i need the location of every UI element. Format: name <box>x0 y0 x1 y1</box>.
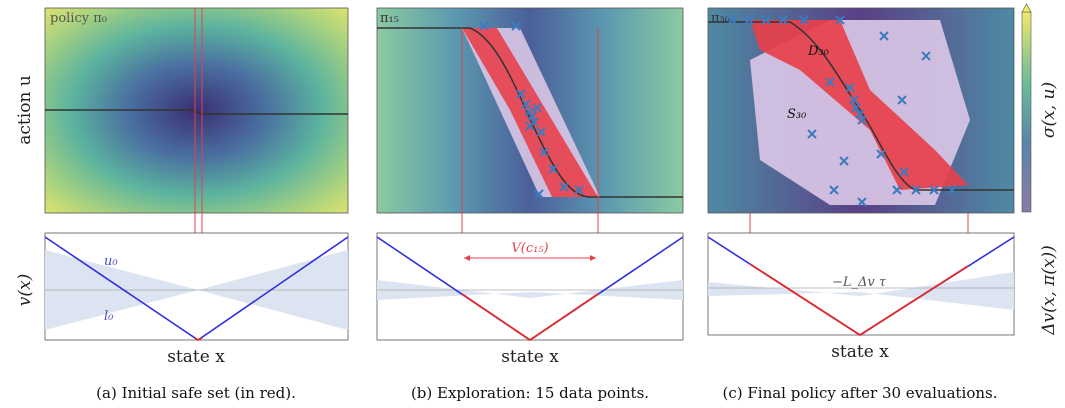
arrowhead-right-b <box>590 255 596 261</box>
panel-a: policy π₀ u₀ l₀ state x (a) Initial safe… <box>44 7 349 402</box>
panel-c: π₃₀ D₃₀ S₃₀ <box>707 7 1015 402</box>
colorbar-label: σ(x, u) <box>1039 82 1059 138</box>
policy-line-c <box>708 21 1014 191</box>
lyapunov-safe-b <box>461 293 599 342</box>
point <box>899 167 909 177</box>
lower-bound-label: l₀ <box>104 309 114 324</box>
upper-bound-label: u₀ <box>104 254 118 269</box>
right-axis-title-bottom: Δv(x, π(x)) <box>1039 245 1059 336</box>
threshold-label-c: −L_Δv τ <box>832 275 887 290</box>
point <box>879 31 889 41</box>
point <box>574 185 584 195</box>
point <box>849 95 859 105</box>
point <box>892 185 902 195</box>
point <box>511 21 521 31</box>
x-axis-title-c: state x <box>831 342 889 362</box>
point <box>897 95 907 105</box>
lyapunov-safe-c <box>749 263 969 337</box>
lyapunov-safe-a <box>194 337 203 342</box>
uncertainty-band-c <box>708 272 1014 310</box>
point <box>548 164 558 174</box>
point <box>829 185 839 195</box>
caption-a: (a) Initial safe set (in red). <box>96 384 296 402</box>
policy-line-a <box>45 109 348 115</box>
point <box>527 111 537 121</box>
point <box>536 127 546 137</box>
point <box>521 99 531 109</box>
point <box>799 15 809 25</box>
caption-b: (b) Exploration: 15 data points. <box>411 384 649 402</box>
point <box>539 147 549 157</box>
point <box>744 15 754 25</box>
data-points-b <box>479 21 584 199</box>
point <box>525 121 535 131</box>
point <box>911 185 921 195</box>
inset-label-b: π₁₅ <box>380 11 399 26</box>
inset-label-c: π₃₀ <box>711 11 730 26</box>
point <box>516 89 526 99</box>
panel-b: π₁₅ V(c₁₅) state x (b) <box>376 7 684 402</box>
y-axis-title-bottom: v(x) <box>15 274 35 306</box>
x-axis-title-b: state x <box>501 347 559 367</box>
point <box>876 149 886 159</box>
point <box>839 156 849 166</box>
point <box>835 15 845 25</box>
point <box>534 189 544 199</box>
point <box>825 77 835 87</box>
colorbar <box>1021 11 1032 213</box>
point <box>921 51 931 61</box>
caption-c: (c) Final policy after 30 evaluations. <box>723 384 998 402</box>
safe-set-label-c: S₃₀ <box>787 107 807 122</box>
point <box>845 83 855 93</box>
point <box>532 103 542 113</box>
point <box>947 185 957 195</box>
data-points-c <box>727 15 957 207</box>
point <box>727 15 737 25</box>
y-axis-title-top: action u <box>15 75 35 145</box>
uncertainty-band-b <box>377 280 683 300</box>
point <box>778 15 788 25</box>
policy-line-b <box>377 27 683 198</box>
interval-label-b: V(c₁₅) <box>511 241 548 256</box>
point <box>929 185 939 195</box>
arrowhead-left-b <box>464 255 470 261</box>
point <box>857 197 867 207</box>
inset-label-a: policy π₀ <box>50 11 107 26</box>
point <box>479 21 489 31</box>
point <box>855 109 865 119</box>
point <box>851 103 861 113</box>
point <box>559 182 569 192</box>
data-set-label-c: D₃₀ <box>807 44 830 59</box>
point <box>807 129 817 139</box>
point <box>857 115 867 125</box>
point <box>761 15 771 25</box>
x-axis-title-a: state x <box>167 347 225 367</box>
colorbar-tip <box>1021 3 1032 13</box>
